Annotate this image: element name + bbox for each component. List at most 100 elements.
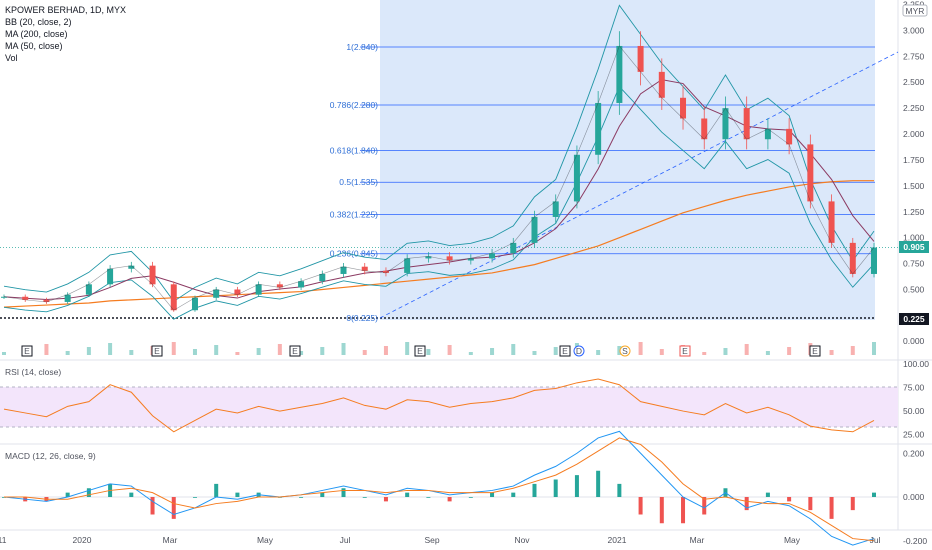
candle-9 — [191, 297, 198, 311]
volume-bar-26 — [553, 347, 558, 355]
candle-30 — [637, 45, 644, 72]
macd-hist-bar-21 — [447, 497, 452, 502]
macd-hist-bar-39 — [829, 497, 834, 519]
candle-3 — [64, 294, 71, 302]
indicator-ma200[interactable]: MA (200, close) — [5, 29, 68, 39]
x-tick-4: Jul — [340, 535, 351, 545]
macd-hist-bar-10 — [214, 483, 219, 497]
macd-hist-bar-20 — [426, 497, 431, 498]
volume-bar-16 — [341, 343, 346, 355]
macd-hist-bar-11 — [235, 492, 240, 497]
macd-hist-bar-26 — [553, 479, 558, 497]
price-line — [3, 45, 875, 311]
macd-tick-1: 0.000 — [903, 492, 925, 502]
last-price-tag — [899, 241, 929, 253]
candle-39 — [828, 201, 835, 243]
candle-12 — [255, 284, 262, 295]
volume-bar-31 — [659, 349, 664, 355]
x-tick-6: Nov — [514, 535, 530, 545]
volume-bar-35 — [744, 344, 749, 355]
event-label-1: E — [154, 346, 160, 356]
event-label-6: S — [622, 346, 628, 356]
macd-hist-bar-38 — [808, 497, 813, 511]
volume-bar-14 — [299, 351, 304, 355]
candle-11 — [234, 289, 241, 295]
x-tick-10: Jul — [870, 535, 881, 545]
candle-26 — [552, 201, 559, 217]
candle-18 — [382, 270, 389, 273]
x-tick-2: Mar — [163, 535, 178, 545]
macd-hist-bar-8 — [171, 497, 176, 519]
legend: KPOWER BERHAD, 1D, MYX BB (20, close, 2)… — [5, 4, 126, 64]
currency-label: MYR — [906, 6, 925, 16]
candle-38 — [807, 144, 814, 202]
event-label-7: E — [682, 346, 688, 356]
rsi-tick-0: 100.00 — [903, 359, 929, 369]
candle-31 — [658, 71, 665, 98]
volume-bar-19 — [405, 342, 410, 355]
macd-hist-bar-7 — [150, 497, 155, 515]
last-price-label: 0.905 — [903, 242, 925, 252]
candle-10 — [213, 289, 220, 298]
price-tick-12: 0.000 — [903, 336, 925, 346]
event-label-2: E — [292, 346, 298, 356]
volume-bar-8 — [171, 342, 176, 355]
indicator-bb[interactable]: BB (20, close, 2) — [5, 17, 72, 27]
candle-13 — [276, 284, 283, 288]
macd-title: MACD (12, 26, close, 9) — [5, 451, 96, 461]
price-tick-4: 2.250 — [903, 103, 925, 113]
ma50-line — [3, 79, 875, 301]
indicator-ma50[interactable]: MA (50, close) — [5, 41, 63, 51]
x-tick-5: Sep — [424, 535, 439, 545]
volume-bar-18 — [383, 346, 388, 355]
candle-28 — [595, 102, 602, 155]
volume-bar-29 — [617, 346, 622, 355]
event-marker-4 — [559, 345, 571, 357]
event-marker-1 — [151, 345, 163, 357]
volume-bar-20 — [426, 349, 431, 355]
candle-6 — [128, 265, 135, 269]
macd-tick-2: -0.200 — [903, 536, 927, 546]
macd-signal-line — [4, 437, 875, 542]
macd-hist-bar-24 — [511, 492, 516, 497]
macd-tick-0: 0.200 — [903, 448, 925, 458]
volume-bar-39 — [829, 350, 834, 355]
low-price-label: 0.225 — [903, 314, 925, 324]
volume-bar-6 — [129, 350, 134, 355]
fib-label-5: 0.236(0.845) — [330, 249, 378, 259]
candle-33 — [701, 118, 708, 140]
indicator-vol[interactable]: Vol — [5, 53, 18, 63]
macd-hist-bar-14 — [299, 497, 304, 498]
bb-upper-line — [3, 4, 875, 302]
macd-hist-bar-17 — [362, 497, 367, 498]
volume-bar-12 — [256, 348, 261, 355]
currency-badge[interactable] — [902, 4, 928, 17]
event-label-8: E — [812, 346, 818, 356]
price-tick-2: 2.750 — [903, 51, 925, 61]
volume-bar-25 — [532, 351, 537, 355]
volume-bar-36 — [765, 351, 770, 355]
candle-36 — [764, 128, 771, 140]
event-marker-0 — [21, 345, 33, 357]
event-marker-7 — [679, 345, 691, 357]
price-tick-1: 3.000 — [903, 25, 925, 35]
fib-label-0: 1(2.840) — [346, 42, 378, 52]
macd-hist-bar-36 — [765, 492, 770, 497]
candle-40 — [849, 242, 856, 274]
macd-hist-bar-27 — [574, 475, 579, 497]
candle-37 — [786, 128, 793, 145]
macd-hist-bar-35 — [744, 497, 749, 511]
fib-label-3: 0.5(1.535) — [339, 177, 378, 187]
price-tick-7: 1.500 — [903, 181, 925, 191]
candle-19 — [404, 258, 411, 273]
macd-hist-bar-37 — [787, 497, 792, 502]
symbol-title[interactable]: KPOWER BERHAD, 1D, MYX — [5, 5, 127, 15]
candle-16 — [340, 266, 347, 274]
x-tick-1: 2020 — [73, 535, 92, 545]
macd-hist-bar-33 — [702, 497, 707, 515]
candle-8 — [170, 284, 177, 311]
candle-32 — [680, 97, 687, 119]
candle-0 — [1, 296, 7, 298]
macd-hist-bar-4 — [86, 488, 91, 497]
